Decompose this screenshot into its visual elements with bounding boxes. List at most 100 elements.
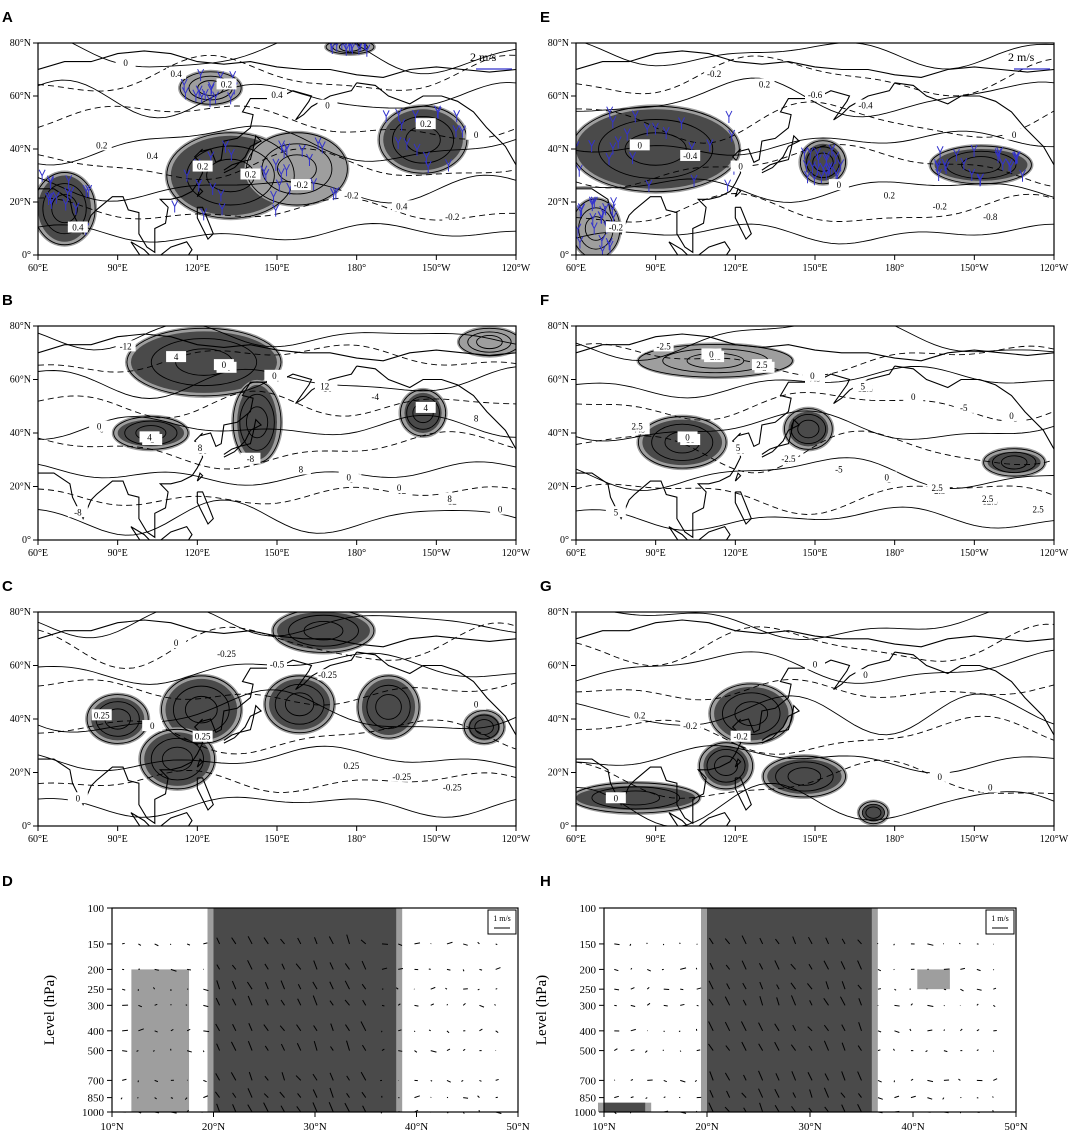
- wind-arrow: [877, 943, 878, 944]
- wind-arrow: [697, 1005, 699, 1006]
- panel-label-H: H: [540, 873, 551, 890]
- wind-arrow: [478, 989, 480, 990]
- x-tick-label: 120°E: [185, 548, 210, 559]
- wind-arrow: [496, 1079, 499, 1080]
- y-tick-label: 300: [88, 1000, 105, 1012]
- wind-arrow: [910, 1029, 911, 1031]
- wind-arrow: [993, 988, 996, 989]
- wind-arrow: [447, 1031, 449, 1033]
- y-tick-label: 700: [88, 1075, 105, 1087]
- wind-arrow: [697, 944, 698, 945]
- wind-arrow: [993, 1079, 997, 1081]
- map-panel-A: 0.40.20-0.20.40.40.40.20.2-0.200.4-0.20.…: [10, 31, 531, 274]
- panel-label-C: C: [2, 578, 13, 595]
- x-tick-label: 150°W: [422, 263, 451, 274]
- x-tick-label: 150°W: [422, 834, 451, 845]
- contour-B-2: [38, 462, 516, 485]
- wind-arrow: [680, 1080, 685, 1082]
- x-tick-label: 60°E: [566, 548, 586, 559]
- y-axis-label: Level (hPa): [534, 975, 550, 1045]
- x-tick-label: 50°N: [506, 1121, 529, 1133]
- coastline-A-4: [158, 242, 193, 260]
- shade-core-D-1: [214, 908, 397, 1112]
- y-tick-label: 60°N: [548, 375, 569, 386]
- y-tick-label: 20°N: [10, 482, 31, 493]
- wind-arrow: [631, 1079, 633, 1080]
- y-tick-label: 700: [580, 1075, 597, 1087]
- contour-G-8: [576, 605, 1054, 640]
- wind-arrow: [463, 969, 464, 971]
- x-tick-label: 180°: [347, 834, 366, 845]
- wind-arrow: [203, 943, 207, 944]
- contour-label: -0.8: [983, 212, 998, 222]
- wind-arrow: [431, 1051, 437, 1053]
- wind-arrow: [680, 943, 681, 944]
- coastline-B-4: [158, 527, 193, 546]
- y-tick-label: 500: [580, 1046, 597, 1058]
- y-tick-label: 0°: [560, 821, 569, 832]
- wind-arrow: [977, 969, 981, 970]
- ref-vector-box-D: 1 m/s: [488, 910, 516, 934]
- y-tick-label: 500: [88, 1046, 105, 1058]
- contour-label: 0: [810, 371, 815, 381]
- wind-arrow: [137, 1098, 138, 1099]
- contour-label: 0: [813, 660, 818, 670]
- wind-arrow: [463, 1003, 465, 1005]
- wind-arrow: [926, 1051, 928, 1052]
- x-tick-label: 60°E: [566, 263, 586, 274]
- contour-label: 0.4: [147, 151, 159, 161]
- wind-arrow: [960, 1029, 962, 1031]
- wind-arrow: [631, 1029, 636, 1030]
- y-tick-label: 300: [580, 1000, 597, 1012]
- panel-label-F: F: [540, 292, 549, 309]
- wind-arrow: [138, 944, 141, 945]
- contour-label: 8: [474, 414, 479, 424]
- wind-arrow: [137, 1051, 139, 1052]
- contour-label: 0.2: [197, 162, 208, 172]
- wind-arrow: [187, 944, 190, 945]
- y-tick-label: 20°N: [10, 768, 31, 779]
- y-tick-label: 80°N: [548, 321, 569, 332]
- y-tick-label: 1000: [574, 1107, 597, 1119]
- y-tick-label: 60°N: [10, 91, 31, 102]
- y-tick-label: 850: [580, 1093, 597, 1105]
- x-tick-label: 180°: [347, 263, 366, 274]
- x-tick-label: 150°E: [802, 548, 827, 559]
- wind-arrow: [414, 943, 419, 944]
- contour-label: 0: [150, 721, 155, 731]
- x-tick-label: 30°N: [798, 1121, 821, 1133]
- wind-arrow: [894, 944, 895, 945]
- contour-label: -0.25: [318, 670, 337, 680]
- y-tick-label: 100: [580, 903, 597, 915]
- wind-arrow: [447, 969, 450, 970]
- panel-label-D: D: [2, 873, 13, 890]
- coastline-G-5: [669, 813, 698, 842]
- coastline-A-7: [38, 51, 516, 78]
- wind-arrow: [645, 1051, 647, 1053]
- wind-arrow: [445, 988, 447, 989]
- wind-arrow: [977, 1004, 978, 1005]
- contour-label: 0: [1012, 130, 1017, 140]
- wind-arrow: [977, 989, 982, 990]
- wind-arrow: [958, 1079, 960, 1080]
- y-tick-label: 150: [88, 939, 105, 951]
- ref-vector-label: 1 m/s: [991, 914, 1009, 923]
- contour-label: -0.25: [443, 783, 462, 793]
- contour-label: 0: [738, 162, 743, 172]
- y-tick-label: 40°N: [10, 428, 31, 439]
- y-tick-label: 40°N: [10, 144, 31, 155]
- y-tick-label: 40°N: [548, 714, 569, 725]
- x-tick-label: 180°: [885, 834, 904, 845]
- contour-label: 0.2: [420, 119, 431, 129]
- wind-arrow: [186, 1005, 187, 1006]
- map-panel-C: 00.25-0.25-0.250-0.5-0.250.25-0.250.2500…: [10, 606, 531, 845]
- wind-arrow: [122, 1079, 126, 1080]
- wind-arrow: [479, 1080, 481, 1081]
- coastline-E-3: [735, 189, 740, 197]
- x-tick-label: 150°W: [960, 548, 989, 559]
- contour-label: -8: [247, 454, 255, 464]
- wind-arrow: [894, 989, 896, 990]
- x-tick-label: 20°N: [202, 1121, 225, 1133]
